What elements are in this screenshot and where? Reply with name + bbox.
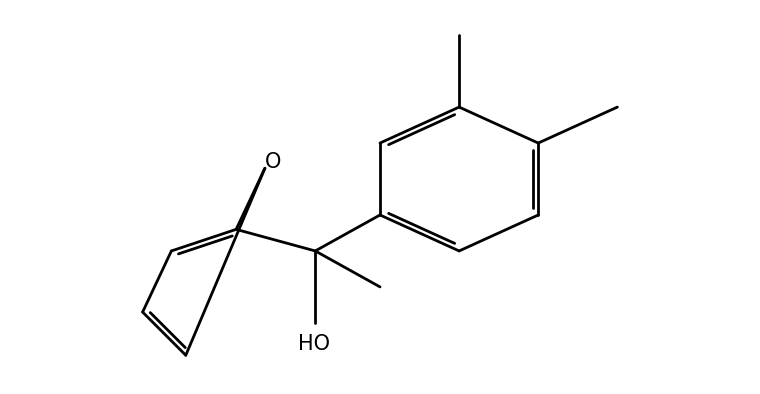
Text: O: O [265,152,282,173]
Text: HO: HO [298,334,330,354]
